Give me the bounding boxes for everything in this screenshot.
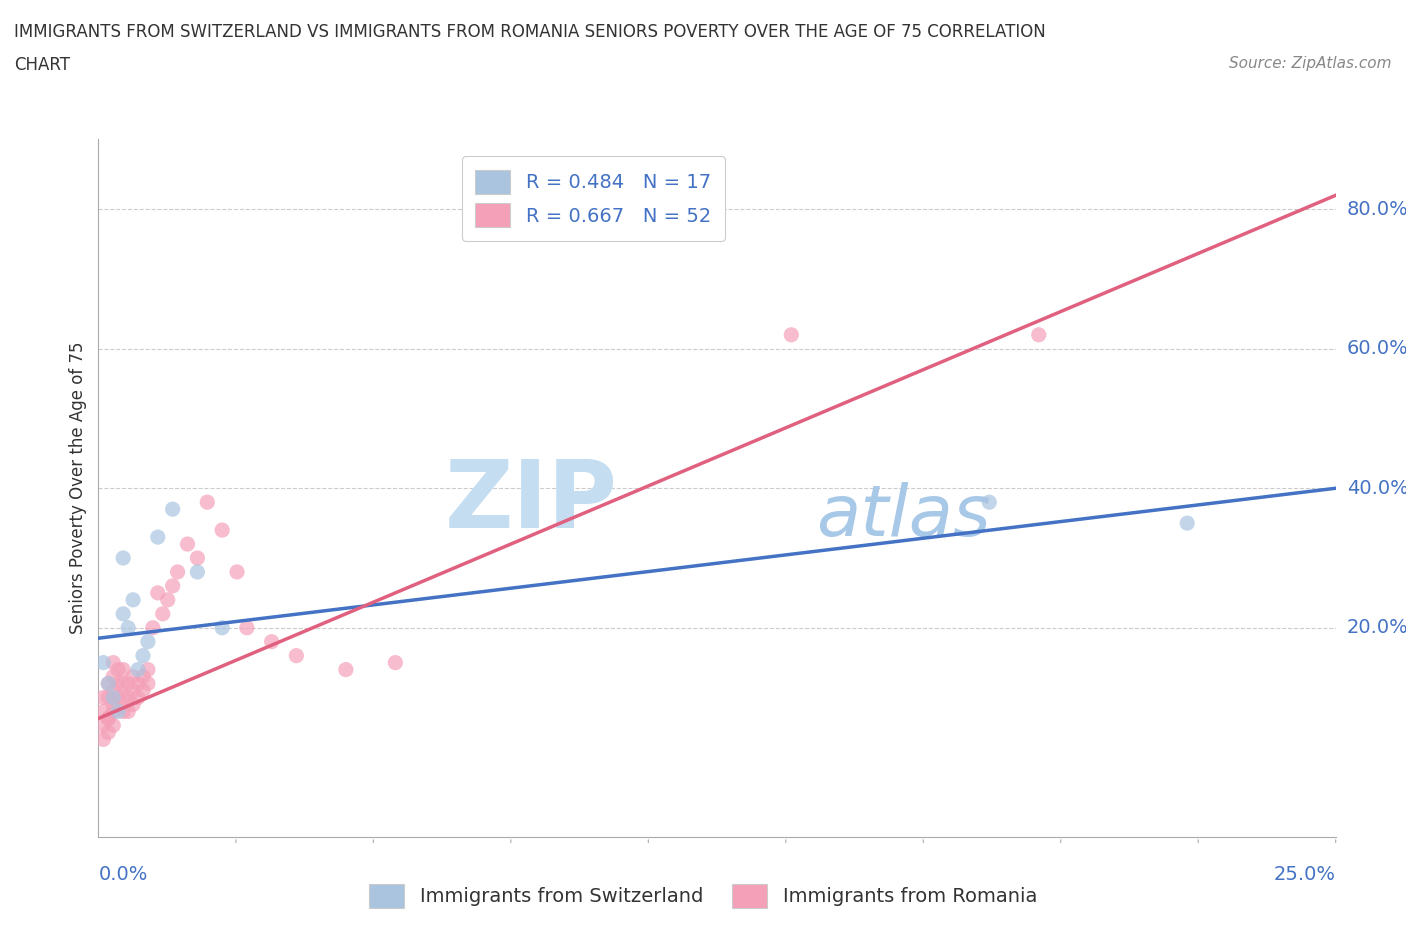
Point xyxy=(166,565,188,579)
Point xyxy=(136,662,159,677)
Point xyxy=(195,495,218,510)
Point xyxy=(127,662,149,677)
Text: 40.0%: 40.0% xyxy=(1347,479,1406,498)
Point xyxy=(127,690,149,705)
Point xyxy=(97,725,120,740)
Point xyxy=(1028,327,1050,342)
Text: 60.0%: 60.0% xyxy=(1347,339,1406,358)
Point xyxy=(112,606,135,621)
Point xyxy=(260,634,283,649)
Point xyxy=(176,537,198,551)
Point xyxy=(103,655,125,670)
Point xyxy=(107,676,129,691)
Point xyxy=(117,676,139,691)
Point xyxy=(127,676,149,691)
Point xyxy=(122,698,145,712)
Text: 25.0%: 25.0% xyxy=(1274,865,1336,884)
Point xyxy=(112,551,135,565)
Point xyxy=(93,690,115,705)
Point xyxy=(162,502,184,517)
Point xyxy=(97,711,120,725)
Point xyxy=(112,662,135,677)
Point xyxy=(136,676,159,691)
Point xyxy=(103,718,125,733)
Point xyxy=(122,670,145,684)
Text: 80.0%: 80.0% xyxy=(1347,200,1406,219)
Text: ZIP: ZIP xyxy=(446,457,619,548)
Text: IMMIGRANTS FROM SWITZERLAND VS IMMIGRANTS FROM ROMANIA SENIORS POVERTY OVER THE : IMMIGRANTS FROM SWITZERLAND VS IMMIGRANT… xyxy=(14,23,1046,41)
Point xyxy=(384,655,406,670)
Point xyxy=(117,704,139,719)
Point xyxy=(103,704,125,719)
Point xyxy=(146,586,169,601)
Y-axis label: Seniors Poverty Over the Age of 75: Seniors Poverty Over the Age of 75 xyxy=(69,342,87,634)
Point xyxy=(226,565,249,579)
Point xyxy=(146,530,169,545)
Point xyxy=(103,690,125,705)
Point xyxy=(122,683,145,698)
Point xyxy=(142,620,165,635)
Point xyxy=(136,634,159,649)
Point xyxy=(211,620,233,635)
Point xyxy=(93,655,115,670)
Point xyxy=(236,620,259,635)
Point xyxy=(97,690,120,705)
Text: 20.0%: 20.0% xyxy=(1347,618,1406,637)
Point xyxy=(107,690,129,705)
Point xyxy=(186,565,208,579)
Point xyxy=(780,327,803,342)
Point xyxy=(93,732,115,747)
Point xyxy=(1175,515,1198,530)
Point xyxy=(112,676,135,691)
Point xyxy=(112,690,135,705)
Point xyxy=(285,648,308,663)
Text: CHART: CHART xyxy=(14,56,70,73)
Point xyxy=(132,670,155,684)
Point xyxy=(117,620,139,635)
Point xyxy=(107,662,129,677)
Point xyxy=(93,718,115,733)
Text: Source: ZipAtlas.com: Source: ZipAtlas.com xyxy=(1229,56,1392,71)
Point xyxy=(335,662,357,677)
Point xyxy=(162,578,184,593)
Text: 0.0%: 0.0% xyxy=(98,865,148,884)
Point xyxy=(112,704,135,719)
Point xyxy=(122,592,145,607)
Point xyxy=(132,648,155,663)
Point xyxy=(152,606,174,621)
Legend: R = 0.484   N = 17, R = 0.667   N = 52: R = 0.484 N = 17, R = 0.667 N = 52 xyxy=(461,156,725,241)
Point xyxy=(97,711,120,725)
Point xyxy=(186,551,208,565)
Text: atlas: atlas xyxy=(815,482,991,551)
Point xyxy=(979,495,1001,510)
Point xyxy=(156,592,179,607)
Point xyxy=(103,698,125,712)
Point xyxy=(132,683,155,698)
Point xyxy=(107,704,129,719)
Point xyxy=(211,523,233,538)
Point xyxy=(97,676,120,691)
Point xyxy=(97,676,120,691)
Point xyxy=(103,683,125,698)
Point xyxy=(103,670,125,684)
Point xyxy=(117,690,139,705)
Point xyxy=(93,704,115,719)
Legend: Immigrants from Switzerland, Immigrants from Romania: Immigrants from Switzerland, Immigrants … xyxy=(361,876,1045,916)
